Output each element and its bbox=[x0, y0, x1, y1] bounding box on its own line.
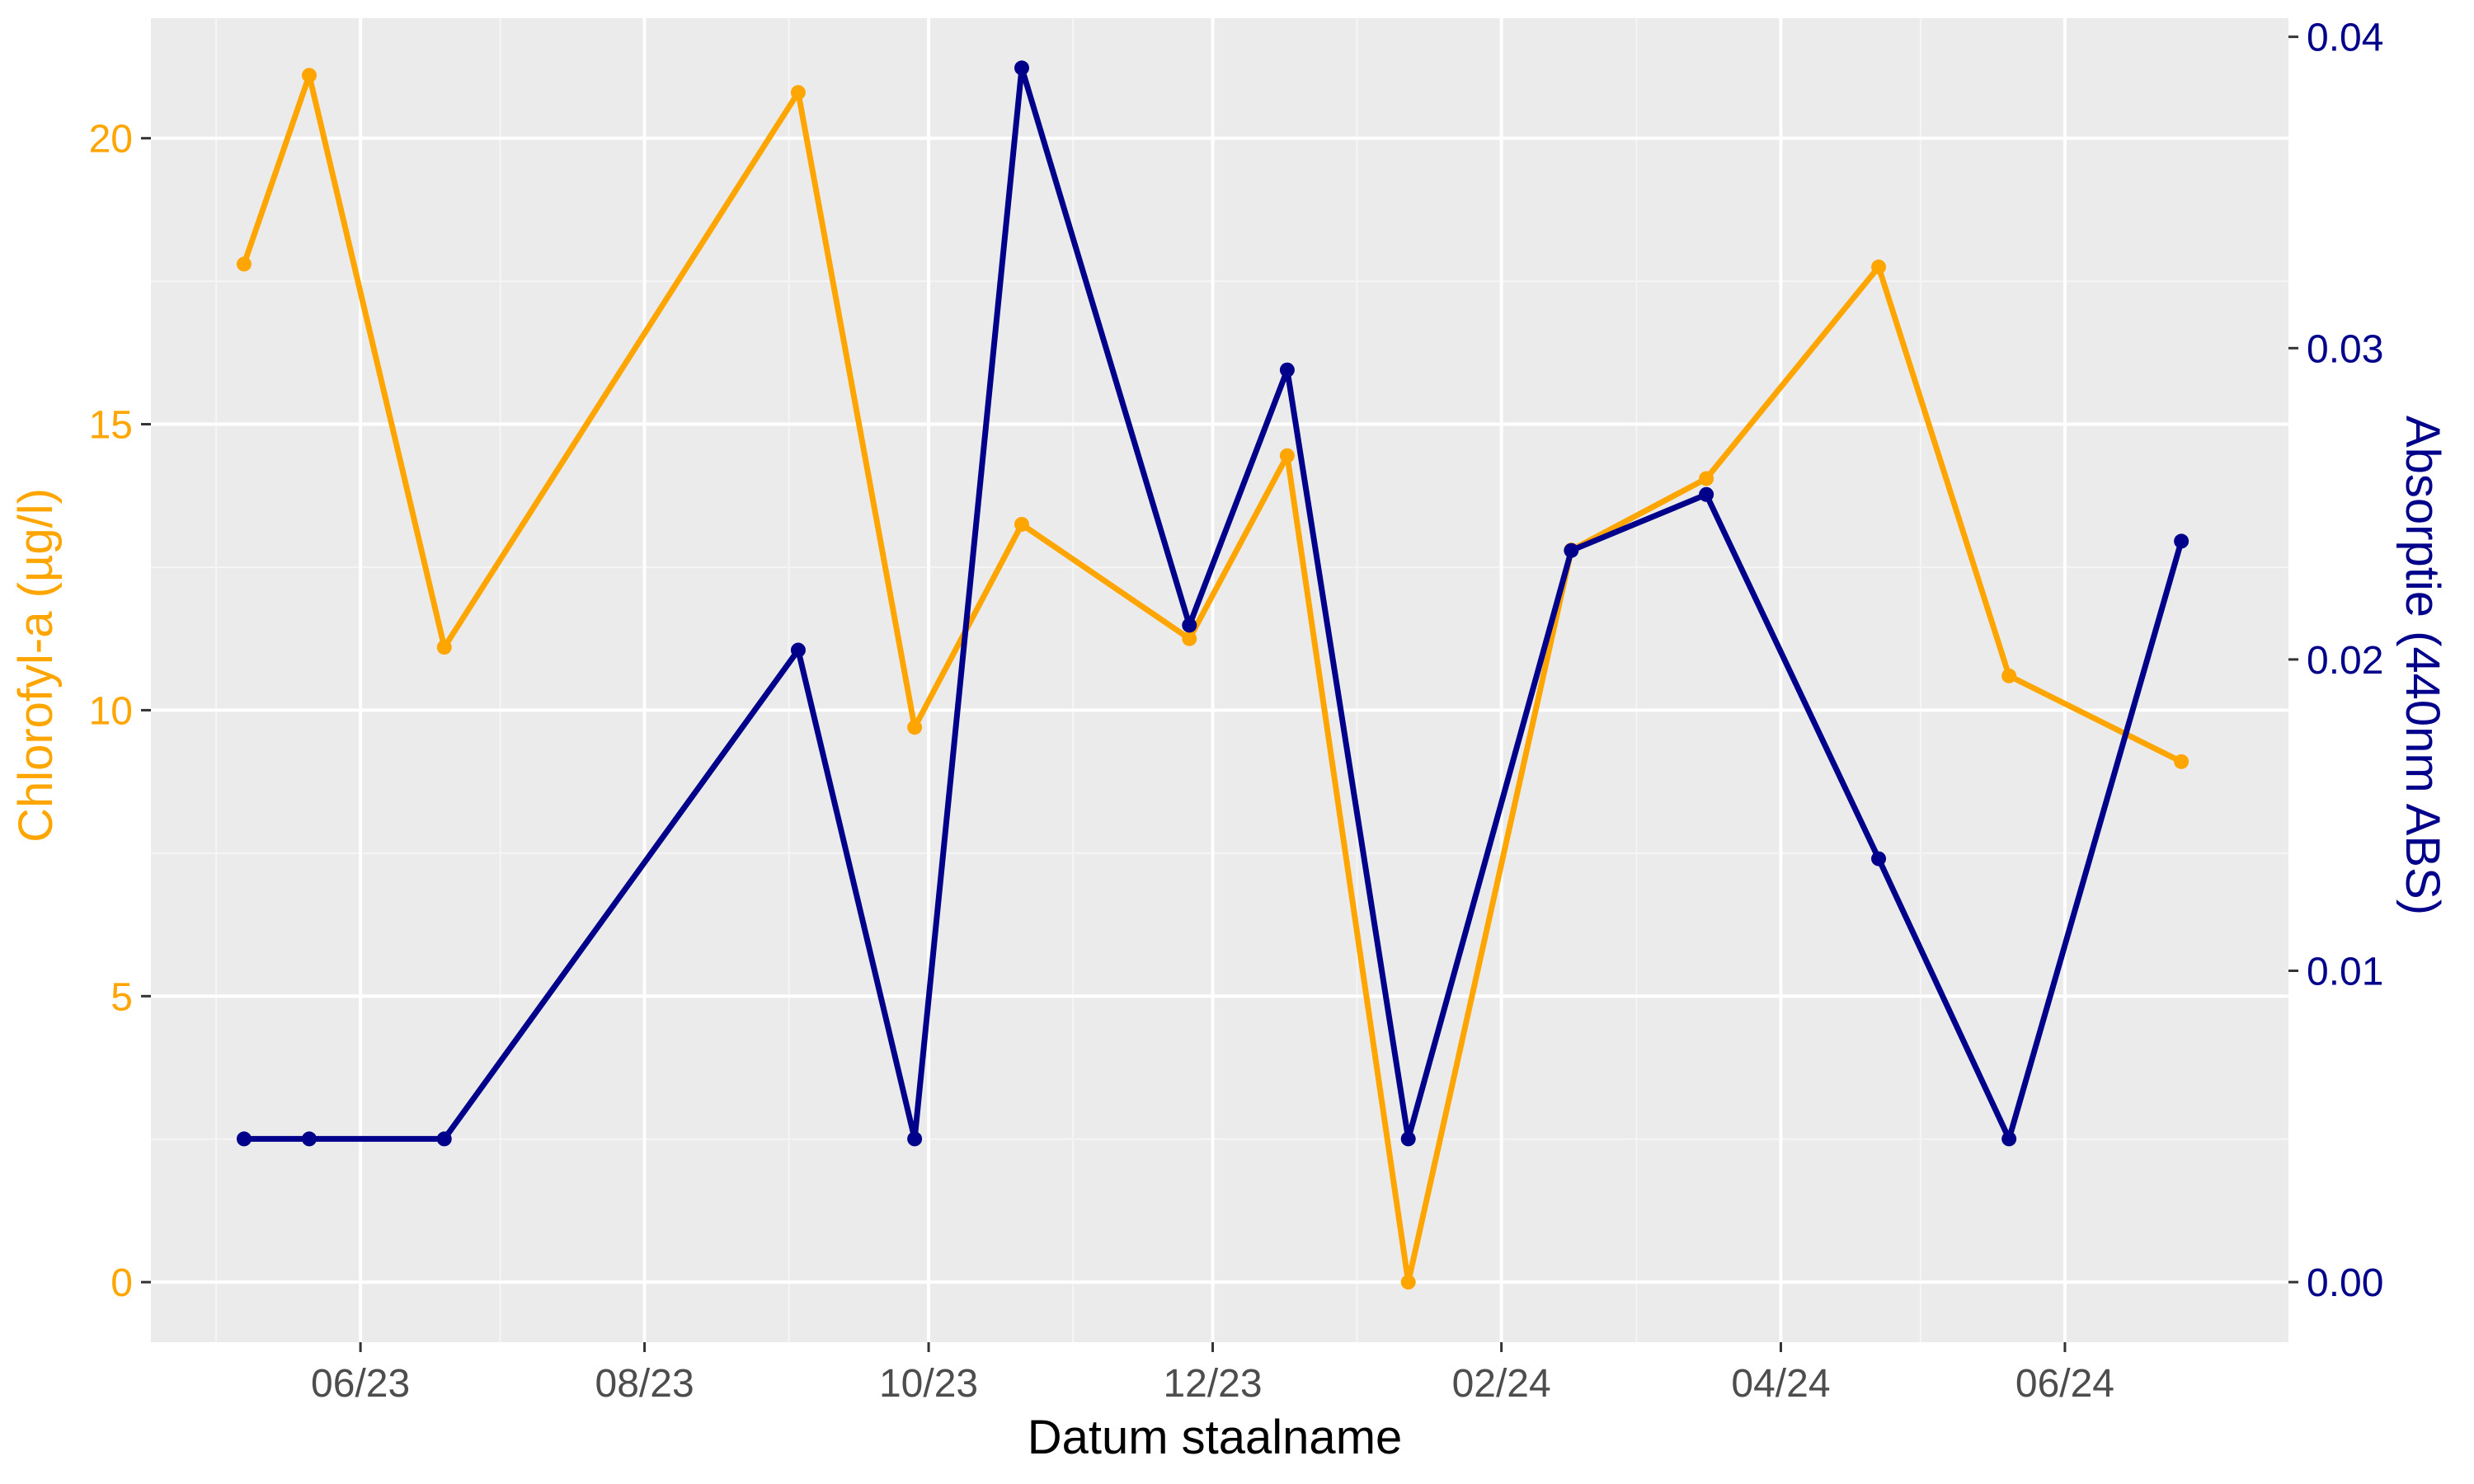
absorptie-point bbox=[1279, 362, 1295, 378]
x-tick-label: 02/24 bbox=[1452, 1362, 1551, 1406]
absorptie-point bbox=[1699, 486, 1714, 502]
absorptie-point bbox=[2001, 1131, 2017, 1147]
series-absorptie-line bbox=[243, 64, 2185, 1142]
x-tick-label: 06/24 bbox=[2015, 1362, 2114, 1406]
chlorofyl-point bbox=[2174, 754, 2189, 769]
absorptie-point bbox=[436, 1131, 452, 1147]
series-chlorofyl-line bbox=[241, 72, 2183, 1285]
grid-minor bbox=[151, 18, 2288, 1342]
chlorofyl-point bbox=[1699, 471, 1714, 486]
chlorofyl-point bbox=[1182, 631, 1197, 646]
absorptie-point bbox=[907, 1131, 923, 1147]
absorptie-point bbox=[1182, 618, 1197, 633]
y-left-tick-label: 10 bbox=[89, 689, 133, 733]
y-axis-right: 0.00 0.01 0.02 0.03 0.04 bbox=[2288, 16, 2383, 1305]
chlorofyl-point bbox=[1279, 448, 1295, 463]
x-axis: 06/23 08/23 10/23 12/23 02/24 04/24 06/24 bbox=[311, 1342, 2114, 1406]
chlorofyl-point bbox=[1400, 1275, 1416, 1290]
absorptie-point bbox=[1400, 1131, 1416, 1147]
x-tick-label: 04/24 bbox=[1731, 1362, 1830, 1406]
x-tick-label: 12/23 bbox=[1163, 1362, 1262, 1406]
absorptie-point bbox=[1871, 851, 1887, 866]
x-tick-label: 10/23 bbox=[879, 1362, 978, 1406]
chlorofyl-point bbox=[236, 256, 252, 272]
x-tick-label: 08/23 bbox=[595, 1362, 694, 1406]
y-left-tick-label: 20 bbox=[89, 118, 133, 162]
x-tick-label: 06/23 bbox=[311, 1362, 410, 1406]
chlorofyl-point bbox=[790, 85, 806, 101]
x-axis-title: Datum staalname bbox=[1028, 1411, 1403, 1464]
y-right-tick-label: 0.04 bbox=[2307, 16, 2383, 60]
y-axis-right-title: Absorptie (440nm ABS) bbox=[2396, 416, 2449, 915]
y-right-tick-label: 0.03 bbox=[2307, 327, 2383, 371]
series-chlorofyl bbox=[236, 68, 2189, 1290]
chlorofyl-point bbox=[1871, 259, 1887, 275]
chlorofyl-point bbox=[2001, 668, 2017, 683]
y-left-tick-label: 15 bbox=[89, 404, 133, 448]
plot-panel bbox=[151, 18, 2288, 1342]
absorptie-point bbox=[2174, 533, 2189, 549]
absorptie-point bbox=[302, 1131, 317, 1147]
series-absorptie bbox=[236, 60, 2189, 1147]
absorptie-point bbox=[1564, 542, 1579, 558]
absorptie-point bbox=[1014, 60, 1029, 76]
chlorofyl-point bbox=[302, 68, 317, 83]
absorptie-point bbox=[236, 1131, 252, 1147]
y-right-tick-label: 0.00 bbox=[2307, 1261, 2383, 1305]
chlorofyl-point bbox=[907, 720, 923, 735]
grid-major bbox=[151, 18, 2288, 1342]
y-axis-left: 0 5 10 15 20 bbox=[89, 118, 151, 1305]
chlorofyl-point bbox=[1014, 516, 1029, 532]
absorptie-point bbox=[790, 642, 806, 658]
y-left-tick-label: 0 bbox=[111, 1261, 133, 1305]
chlorofyl-point bbox=[436, 640, 452, 655]
y-axis-left-title: Chlorofyl-a (µg/l) bbox=[9, 488, 63, 843]
y-left-tick-label: 5 bbox=[111, 975, 133, 1019]
y-right-tick-label: 0.02 bbox=[2307, 639, 2383, 683]
y-right-tick-label: 0.01 bbox=[2307, 951, 2383, 994]
